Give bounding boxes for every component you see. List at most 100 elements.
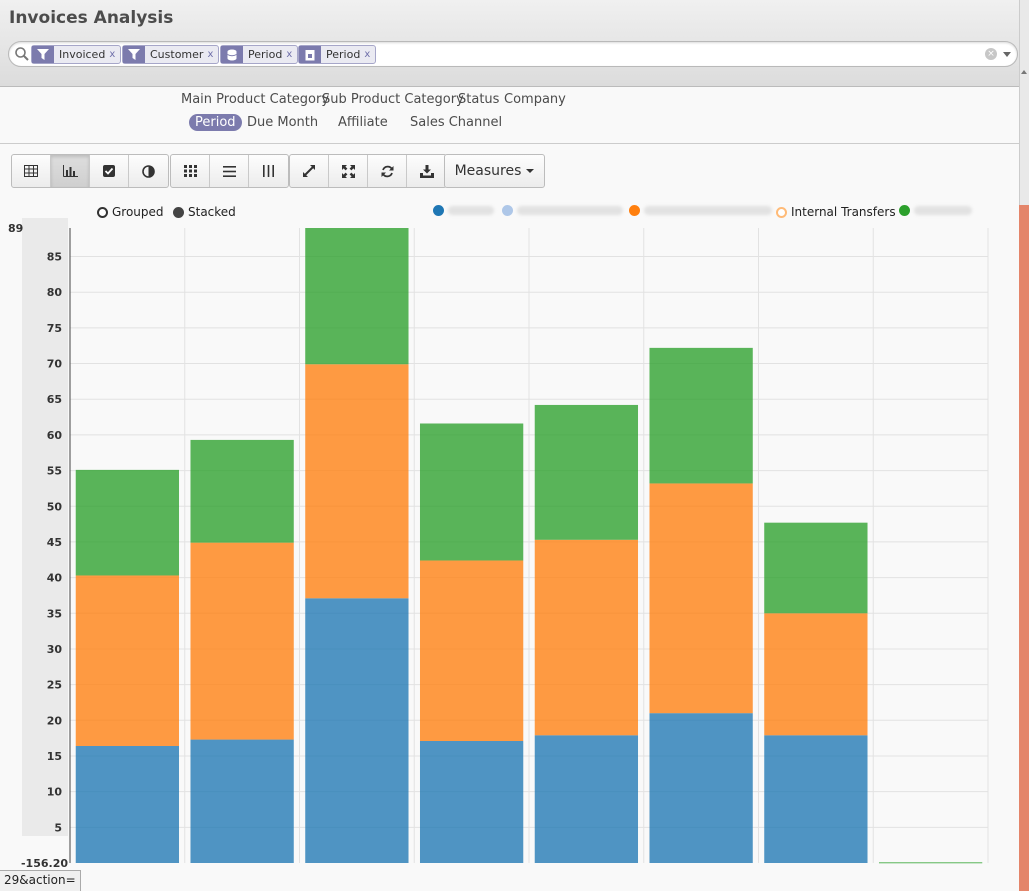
page-title: Invoices Analysis — [9, 8, 173, 28]
groupby-sales-channel[interactable]: Sales Channel — [410, 115, 502, 130]
scroll-up-icon[interactable] — [1021, 70, 1027, 74]
bar-segment[interactable] — [764, 523, 867, 614]
facet-remove-button[interactable]: x — [364, 49, 375, 60]
legend-label-redacted — [448, 206, 494, 215]
calendar-icon — [299, 46, 321, 63]
facet-label: Invoiced — [54, 48, 109, 61]
bar-segment[interactable] — [420, 560, 523, 741]
bar-segment[interactable] — [305, 228, 408, 364]
download-icon — [420, 165, 434, 178]
measures-label: Measures — [455, 163, 522, 179]
bar-segment[interactable] — [649, 348, 752, 484]
bar-segment[interactable] — [649, 483, 752, 713]
facet-label: Period — [243, 48, 286, 61]
legend-item-series-5[interactable] — [899, 205, 972, 216]
bar-segment[interactable] — [305, 598, 408, 863]
bar-segment[interactable] — [190, 440, 293, 543]
bar-chart-button[interactable] — [51, 155, 90, 187]
filter-icon — [32, 46, 54, 63]
legend-label-redacted — [914, 206, 972, 215]
bar-segment[interactable] — [535, 735, 638, 863]
stacked-toggle[interactable]: Stacked — [173, 205, 236, 219]
bar-segment[interactable] — [190, 543, 293, 740]
y-tick-label: 15 — [47, 750, 62, 763]
facet-invoiced[interactable]: Invoiced x — [31, 45, 121, 64]
bar-segment[interactable] — [76, 575, 179, 746]
bar-segment[interactable] — [76, 470, 179, 576]
checkbox-view-button[interactable] — [90, 155, 129, 187]
bar-segment[interactable] — [535, 540, 638, 735]
facet-remove-button[interactable]: x — [286, 49, 297, 60]
view-mode-toolbar — [11, 154, 169, 188]
bar-segment[interactable] — [879, 862, 982, 863]
y-tick-label: 25 — [47, 679, 62, 692]
y-tick-label: 80 — [47, 286, 63, 299]
download-button[interactable] — [407, 155, 446, 187]
legend-item-series-1[interactable] — [433, 205, 494, 216]
legend-swatch — [629, 205, 640, 216]
pie-chart-button[interactable] — [129, 155, 168, 187]
columns-layout-button[interactable] — [249, 155, 288, 187]
legend-label-internal-transfers: Internal Transfers — [791, 205, 896, 219]
table-icon — [24, 165, 38, 177]
facet-remove-button[interactable]: x — [109, 49, 120, 60]
y-tick-label: 50 — [47, 500, 63, 513]
groupby-status[interactable]: Status — [458, 92, 499, 107]
grouped-toggle[interactable]: Grouped — [97, 205, 164, 219]
groupby-period[interactable]: Period — [189, 114, 242, 131]
filter-icon — [123, 46, 145, 63]
fullscreen-button[interactable] — [329, 155, 368, 187]
bar-chart-icon — [63, 165, 78, 177]
bar-segment[interactable] — [764, 735, 867, 863]
bar-segment[interactable] — [535, 405, 638, 540]
legend-item-series-3[interactable] — [629, 205, 772, 216]
legend-swatch — [899, 205, 910, 216]
y-tick-label: 30 — [47, 643, 63, 656]
check-square-icon — [103, 165, 115, 177]
layout-toolbar — [170, 154, 289, 188]
table-view-button[interactable] — [12, 155, 51, 187]
measures-dropdown-button[interactable]: Measures — [444, 154, 545, 188]
bar-segment[interactable] — [190, 740, 293, 863]
facet-customer[interactable]: Customer x — [122, 45, 219, 64]
facet-remove-button[interactable]: x — [207, 49, 218, 60]
groupby-sub-product-category[interactable]: Sub Product Category — [322, 92, 464, 107]
search-bar[interactable]: Invoiced x Customer x Period x — [8, 41, 1018, 67]
facet-period-filter[interactable]: Period x — [298, 45, 376, 64]
refresh-button[interactable] — [368, 155, 407, 187]
grid-layout-button[interactable] — [171, 155, 210, 187]
bar-segment[interactable] — [305, 364, 408, 598]
columns-icon — [263, 165, 274, 177]
resize-full-icon — [303, 165, 315, 177]
y-axis-band — [22, 218, 68, 836]
groupby-due-month[interactable]: Due Month — [247, 115, 318, 130]
radio-unselected-icon — [97, 207, 108, 218]
search-dropdown-icon[interactable] — [1003, 52, 1011, 57]
rows-layout-button[interactable] — [210, 155, 249, 187]
clear-search-icon[interactable]: × — [985, 48, 997, 60]
bar-segment[interactable] — [649, 713, 752, 863]
contrast-icon — [142, 165, 155, 178]
groupby-affiliate[interactable]: Affiliate — [338, 115, 388, 130]
y-tick-label: 85 — [47, 251, 62, 264]
facet-period-groupby[interactable]: Period x — [220, 45, 298, 64]
legend-item-series-2[interactable] — [502, 205, 623, 216]
bar-segment[interactable] — [420, 423, 523, 560]
grid-icon — [184, 165, 197, 177]
facet-label: Period — [321, 48, 364, 61]
y-tick-label: 70 — [47, 358, 63, 371]
y-tick-label: 10 — [47, 786, 63, 799]
search-icon — [14, 46, 30, 62]
scrollbar-thumb[interactable] — [1019, 205, 1029, 891]
groupby-company[interactable]: Company — [504, 92, 566, 107]
groupby-main-product-category[interactable]: Main Product Category — [181, 92, 329, 107]
bar-segment[interactable] — [420, 741, 523, 863]
expand-button[interactable] — [290, 155, 329, 187]
bar-segment[interactable] — [764, 613, 867, 735]
legend-item-internal-transfers[interactable]: Internal Transfers — [776, 205, 896, 219]
legend-swatch — [776, 207, 787, 218]
y-max-label: 89 — [8, 222, 23, 235]
bar-segment[interactable] — [76, 746, 179, 863]
status-bar-url: 29&action= — [0, 870, 81, 891]
legend-swatch — [433, 205, 444, 216]
